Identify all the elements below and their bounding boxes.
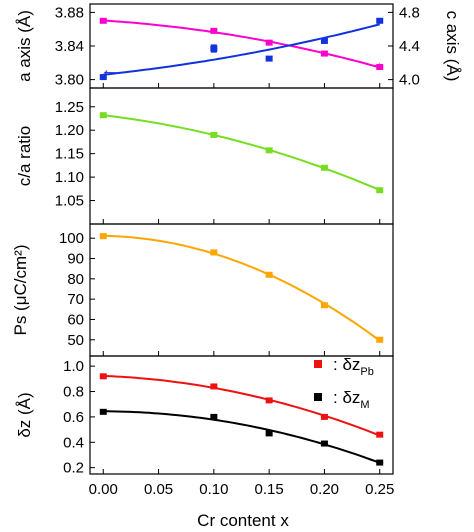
arrow-right: → [366,52,386,74]
y-tick-label: 1.05 [55,193,84,210]
y-tick-label: 80 [67,271,84,288]
data-point [99,373,107,380]
panel-a-c-axis: 3.80 3.84 3.88 4.0 4.4 4.8 c axis (Å) a axis (Å… [15,3,462,89]
legend-label-dzm: : δzM [333,388,370,411]
data-point [320,50,328,57]
data-point [376,431,384,438]
x-tick-label: 0.15 [255,481,284,498]
y2-tick-label: 4.0 [399,72,420,89]
legend-marker-dzm [314,393,322,401]
data-point [99,112,107,119]
data-point [376,459,384,466]
x-tick-label: 0.10 [199,481,228,498]
legend-label-dzpb: : δzPb [333,355,374,378]
y-tick-label: 50 [67,332,84,349]
x-tick-label: 0.20 [310,481,339,498]
legend-marker-dzpb [314,360,322,368]
fit-curve-ca-ratio-0 [103,114,381,191]
y-tick-label: 70 [67,291,84,308]
panel-frame [89,223,394,357]
data-point [99,74,107,81]
data-point [265,39,273,46]
fit-curve-ps-0 [103,234,381,342]
data-point [265,271,273,278]
panel-ps: 50 60 70 80 90 100 Ps (μC/cm²) [11,223,394,357]
arrow-left: ← [100,59,120,81]
panels: 3.80 3.84 3.88 4.0 4.4 4.8 c axis (Å) a axis (Å… [11,3,462,498]
x-axis-label: Cr content x [197,511,289,530]
y-tick-label: 0.4 [63,434,84,451]
y-tick-label: 90 [67,251,84,268]
data-point [99,233,107,240]
data-point [265,397,273,404]
data-point [376,336,384,343]
data-point [320,440,328,447]
data-point [210,27,218,34]
y-axis-label: δz (Å) [15,392,34,437]
panel-frame [89,355,394,475]
y2-axis-label: c axis (Å) [443,11,462,82]
data-point [376,17,384,24]
data-point [265,147,273,154]
y2-tick-label: 4.4 [399,38,420,55]
y-tick-label: 1.25 [55,99,84,116]
data-point [376,64,384,70]
fit-curve-δzM [103,410,381,464]
panel-ca-ratio: 1.05 1.10 1.15 1.20 1.25 c/a ratio [15,87,394,225]
data-point [99,17,107,24]
data-point [320,164,328,171]
data-point [320,37,328,44]
y-tick-label: 3.88 [55,4,84,21]
x-tick-label: 0.25 [365,481,394,498]
data-point [376,187,384,194]
y-tick-label: 1.20 [55,122,84,139]
data-point [99,408,107,415]
legend: : δzPb : δzM [314,355,374,411]
y-tick-label: 0.2 [63,460,84,477]
data-point [320,302,328,309]
y-tick-label: 1.0 [63,358,84,375]
x-tick-label: 0.05 [144,481,173,498]
data-point [210,131,218,138]
data-point [265,430,273,437]
data-point [210,45,218,52]
x-tick-label: 0.00 [89,481,118,498]
data-point [265,55,273,62]
data-point [320,413,328,420]
y-axis-label: a axis (Å) [15,10,34,82]
y-axis-label: c/a ratio [15,126,34,186]
panel-frame [89,87,394,225]
data-point [210,413,218,420]
y-axis-label: Ps (μC/cm²) [11,244,30,335]
panel-frame [89,3,394,89]
data-point [210,383,218,390]
y2-tick-label: 4.8 [399,4,420,21]
y-tick-label: 3.80 [55,72,84,89]
panel-delta-z: 0.2 0.4 0.6 0.8 1.0 δz (Å) [15,355,394,477]
y-tick-label: 0.6 [63,409,84,426]
y-tick-label: 3.84 [55,38,84,55]
y-tick-label: 1.10 [55,169,84,186]
data-point [210,249,218,256]
y-tick-label: 60 [67,311,84,328]
y-tick-label: 0.8 [63,384,84,401]
y-tick-label: 1.15 [55,146,84,163]
fit-curve-a-c-axis-0 [103,19,380,69]
fit-curve-a-c-axis-1 [103,23,380,76]
y-tick-label: 100 [59,230,84,247]
fit-curve-δzPb [103,374,381,437]
